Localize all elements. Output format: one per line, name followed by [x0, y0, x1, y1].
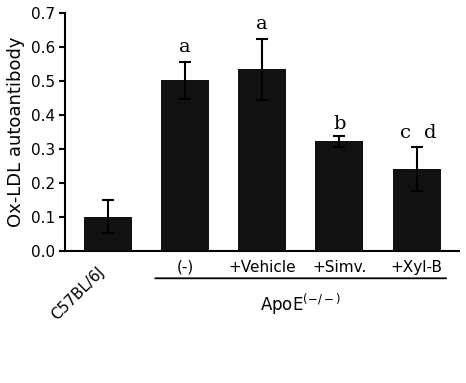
Text: c: c — [400, 124, 411, 142]
Text: +Xyl-B: +Xyl-B — [391, 260, 443, 275]
Text: +Vehicle: +Vehicle — [228, 260, 296, 275]
Text: a: a — [256, 15, 268, 33]
Y-axis label: Ox-LDL autoantibody: Ox-LDL autoantibody — [7, 37, 25, 227]
Bar — [238, 69, 286, 251]
Bar — [161, 80, 209, 251]
Bar — [393, 169, 440, 251]
Text: a: a — [179, 38, 191, 56]
Text: (-): (-) — [176, 260, 193, 275]
Bar — [84, 217, 131, 251]
Text: +Simv.: +Simv. — [312, 260, 367, 275]
Text: b: b — [333, 115, 346, 133]
Bar — [315, 141, 363, 251]
Text: d: d — [424, 124, 437, 142]
Text: ApoE$^{(-/-)}$: ApoE$^{(-/-)}$ — [260, 291, 341, 317]
Text: C57BL/6J: C57BL/6J — [49, 264, 108, 323]
